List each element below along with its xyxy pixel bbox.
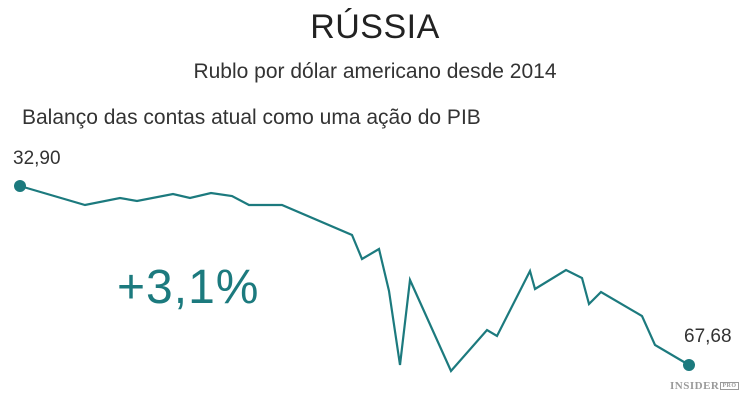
start-value-label: 32,90 (13, 148, 61, 169)
end-value-label: 67,68 (684, 326, 732, 347)
chart-title: RÚSSIA (310, 8, 440, 46)
metric-label: Balanço das contas atual como uma ação d… (22, 106, 481, 129)
insider-pro-logo: INSIDER PRO (670, 380, 739, 392)
logo-suffix: PRO (720, 382, 739, 390)
callout-percentage: +3,1% (117, 261, 260, 314)
logo-text: INSIDER (670, 380, 720, 392)
end-point-marker (683, 359, 695, 371)
series-line (19, 184, 690, 374)
chart-subtitle: Rublo por dólar americano desde 2014 (193, 60, 557, 83)
start-point-marker (14, 180, 26, 192)
